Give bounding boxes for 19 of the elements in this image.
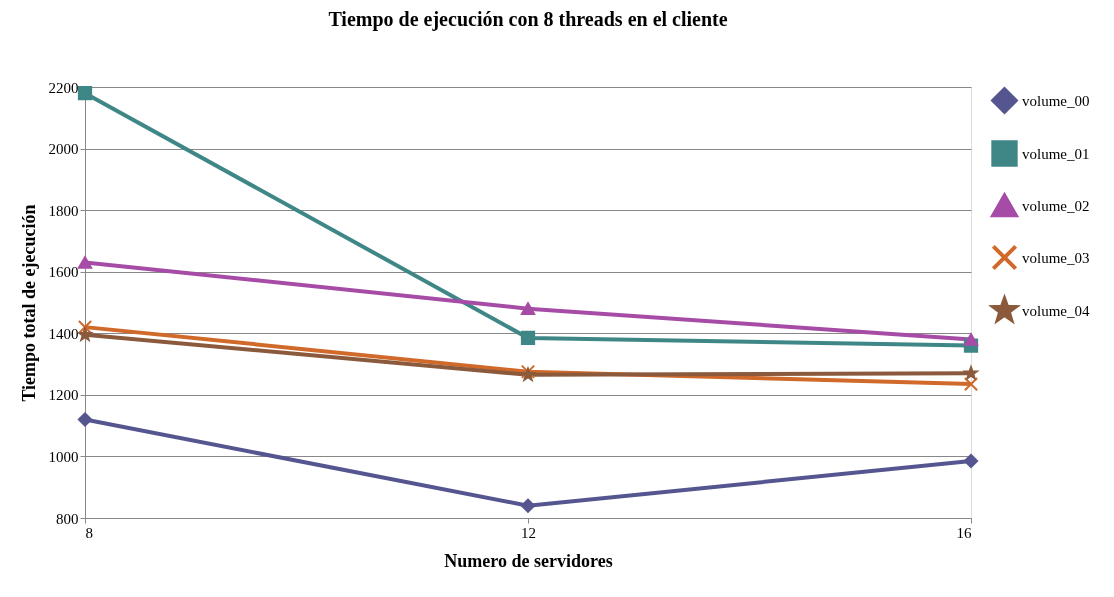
- y-tick-label: 1000: [48, 448, 79, 465]
- y-tick-label: 1600: [48, 264, 79, 281]
- y-tick-label: 1800: [48, 202, 79, 219]
- y-tick-label: 2000: [48, 141, 79, 158]
- legend-label: volume_03: [1022, 249, 1090, 266]
- chart-title: Tiempo de ejecución con 8 threads en el cliente: [328, 8, 728, 31]
- y-tick-label: 2200: [48, 79, 79, 96]
- legend-label: volume_02: [1022, 197, 1090, 214]
- y-axis-title: Tiempo total de ejecución: [18, 204, 39, 402]
- y-tick-label: 800: [56, 510, 79, 527]
- x-axis-title: Numero de servidores: [444, 550, 613, 571]
- legend-label: volume_00: [1022, 92, 1090, 109]
- legend-label: volume_04: [1022, 302, 1090, 319]
- legend-label: volume_01: [1022, 145, 1090, 162]
- y-tick-label: 1400: [48, 325, 79, 342]
- x-tick-label: 12: [521, 524, 536, 541]
- y-tick-label: 1200: [48, 387, 79, 404]
- x-tick-label: 8: [85, 524, 93, 541]
- x-tick-label: 16: [956, 524, 972, 541]
